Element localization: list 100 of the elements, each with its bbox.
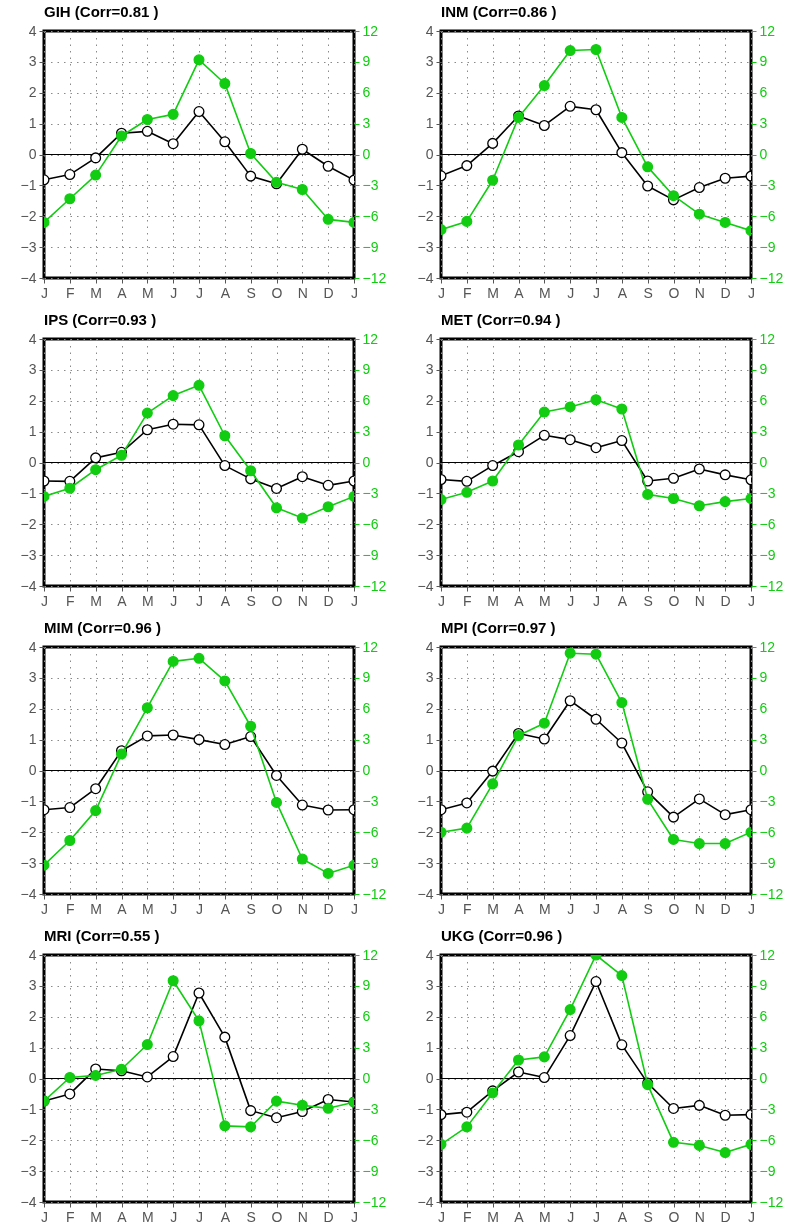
y-tick-label: 0 — [425, 146, 434, 162]
y2-tick-label: −3 — [362, 1100, 379, 1117]
x-tick-label: D — [323, 900, 334, 917]
y2-tick-label: 9 — [759, 361, 768, 378]
y2-tick-label: 9 — [759, 977, 768, 994]
y-tick-label: 4 — [28, 638, 37, 655]
x-tick-label: F — [463, 1208, 472, 1225]
x-tick-label: J — [438, 900, 445, 917]
y-tick-label: −3 — [20, 238, 37, 255]
y2-tick-label: −9 — [759, 546, 776, 563]
y2-tick-label: 9 — [759, 669, 768, 686]
y2-tick-label: −6 — [759, 1131, 776, 1148]
y2-tick-label: −12 — [759, 885, 784, 902]
x-tick-label: J — [41, 1208, 48, 1225]
x-tick-label: O — [271, 284, 283, 301]
y2-tick-label: 0 — [759, 454, 768, 470]
y2-tick-label: −3 — [362, 484, 379, 501]
y2-tick-label: −9 — [362, 238, 379, 255]
x-tick-label: A — [117, 1208, 128, 1225]
x-tick-label: J — [196, 900, 203, 917]
x-tick-label: N — [694, 1208, 705, 1225]
y-tick-label: −1 — [20, 176, 37, 193]
x-tick-label: A — [220, 284, 231, 301]
x-tick-label: D — [720, 900, 731, 917]
x-tick-label: M — [90, 284, 102, 301]
y-tick-label: 4 — [425, 946, 434, 963]
x-tick-label: O — [668, 284, 680, 301]
y2-tick-label: −9 — [759, 854, 776, 871]
y-tick-label: 3 — [28, 361, 37, 378]
y-tick-label: −3 — [20, 1162, 37, 1179]
y-tick-label: 2 — [28, 700, 37, 717]
chart-title: GIH (Corr=0.81 ) — [44, 3, 159, 20]
y-tick-label: 4 — [425, 22, 434, 39]
x-tick-label: J — [593, 284, 600, 301]
y2-tick-label: −12 — [759, 269, 784, 286]
y-tick-label: 0 — [425, 762, 434, 778]
y2-tick-label: 3 — [362, 1039, 371, 1056]
y2-tick-label: −3 — [759, 176, 776, 193]
y2-tick-label: −6 — [362, 515, 379, 532]
y-tick-label: −3 — [417, 546, 434, 563]
y-tick-label: −2 — [20, 823, 37, 840]
x-tick-label: J — [170, 900, 178, 917]
y2-tick-label: 9 — [362, 977, 371, 994]
x-tick-label: J — [567, 900, 575, 917]
y2-tick-label: −9 — [759, 1162, 776, 1179]
y-tick-label: 2 — [28, 392, 37, 409]
y2-tick-label: −12 — [362, 885, 387, 902]
x-tick-label: J — [170, 1208, 178, 1225]
y-tick-label: 0 — [28, 762, 37, 778]
x-tick-label: M — [539, 1208, 551, 1225]
x-tick-label: D — [720, 284, 731, 301]
x-tick-label: J — [438, 592, 445, 609]
y2-tick-label: 6 — [362, 84, 371, 101]
y-tick-label: −3 — [417, 1162, 434, 1179]
x-tick-label: M — [142, 592, 154, 609]
y-tick-label: 4 — [425, 638, 434, 655]
y-tick-label: −4 — [20, 577, 37, 594]
x-tick-label: J — [170, 592, 178, 609]
x-tick-label: O — [668, 1208, 680, 1225]
x-tick-label: A — [514, 592, 525, 609]
x-tick-label: J — [41, 900, 48, 917]
x-tick-label: F — [463, 284, 472, 301]
y-tick-label: 2 — [425, 700, 434, 717]
y2-tick-label: 6 — [362, 700, 371, 717]
x-tick-label: J — [351, 900, 358, 917]
chart-title: MRI (Corr=0.55 ) — [44, 927, 160, 944]
x-tick-label: J — [748, 900, 755, 917]
y-tick-label: 0 — [425, 454, 434, 470]
x-tick-label: J — [196, 1208, 203, 1225]
x-tick-label: F — [66, 284, 75, 301]
y2-tick-label: −12 — [362, 269, 387, 286]
x-tick-label: S — [643, 1208, 653, 1225]
y-tick-label: 3 — [425, 361, 434, 378]
y-tick-label: −1 — [417, 1100, 434, 1117]
y2-tick-label: −12 — [362, 1193, 387, 1210]
x-tick-label: N — [694, 592, 705, 609]
x-tick-label: A — [617, 900, 628, 917]
y2-tick-label: 12 — [362, 946, 379, 963]
x-tick-label: F — [463, 900, 472, 917]
x-tick-label: M — [142, 900, 154, 917]
x-tick-label: J — [748, 284, 755, 301]
y-tick-label: −2 — [417, 1131, 434, 1148]
x-tick-label: A — [514, 284, 525, 301]
x-tick-label: S — [643, 900, 653, 917]
y2-tick-label: 0 — [362, 762, 371, 778]
y-tick-label: 1 — [28, 731, 37, 748]
y-tick-label: −2 — [417, 515, 434, 532]
y2-tick-label: 12 — [759, 946, 776, 963]
x-tick-label: J — [593, 1208, 600, 1225]
y2-tick-label: 9 — [362, 361, 371, 378]
y2-tick-label: −9 — [362, 546, 379, 563]
y-tick-label: 0 — [28, 454, 37, 470]
y2-tick-label: 3 — [362, 115, 371, 132]
x-tick-label: A — [617, 1208, 628, 1225]
y-tick-label: −3 — [417, 854, 434, 871]
x-tick-label: A — [617, 284, 628, 301]
x-tick-label: F — [66, 900, 75, 917]
x-tick-label: A — [117, 592, 128, 609]
y2-tick-label: 0 — [759, 1070, 768, 1086]
y2-tick-label: −6 — [362, 823, 379, 840]
